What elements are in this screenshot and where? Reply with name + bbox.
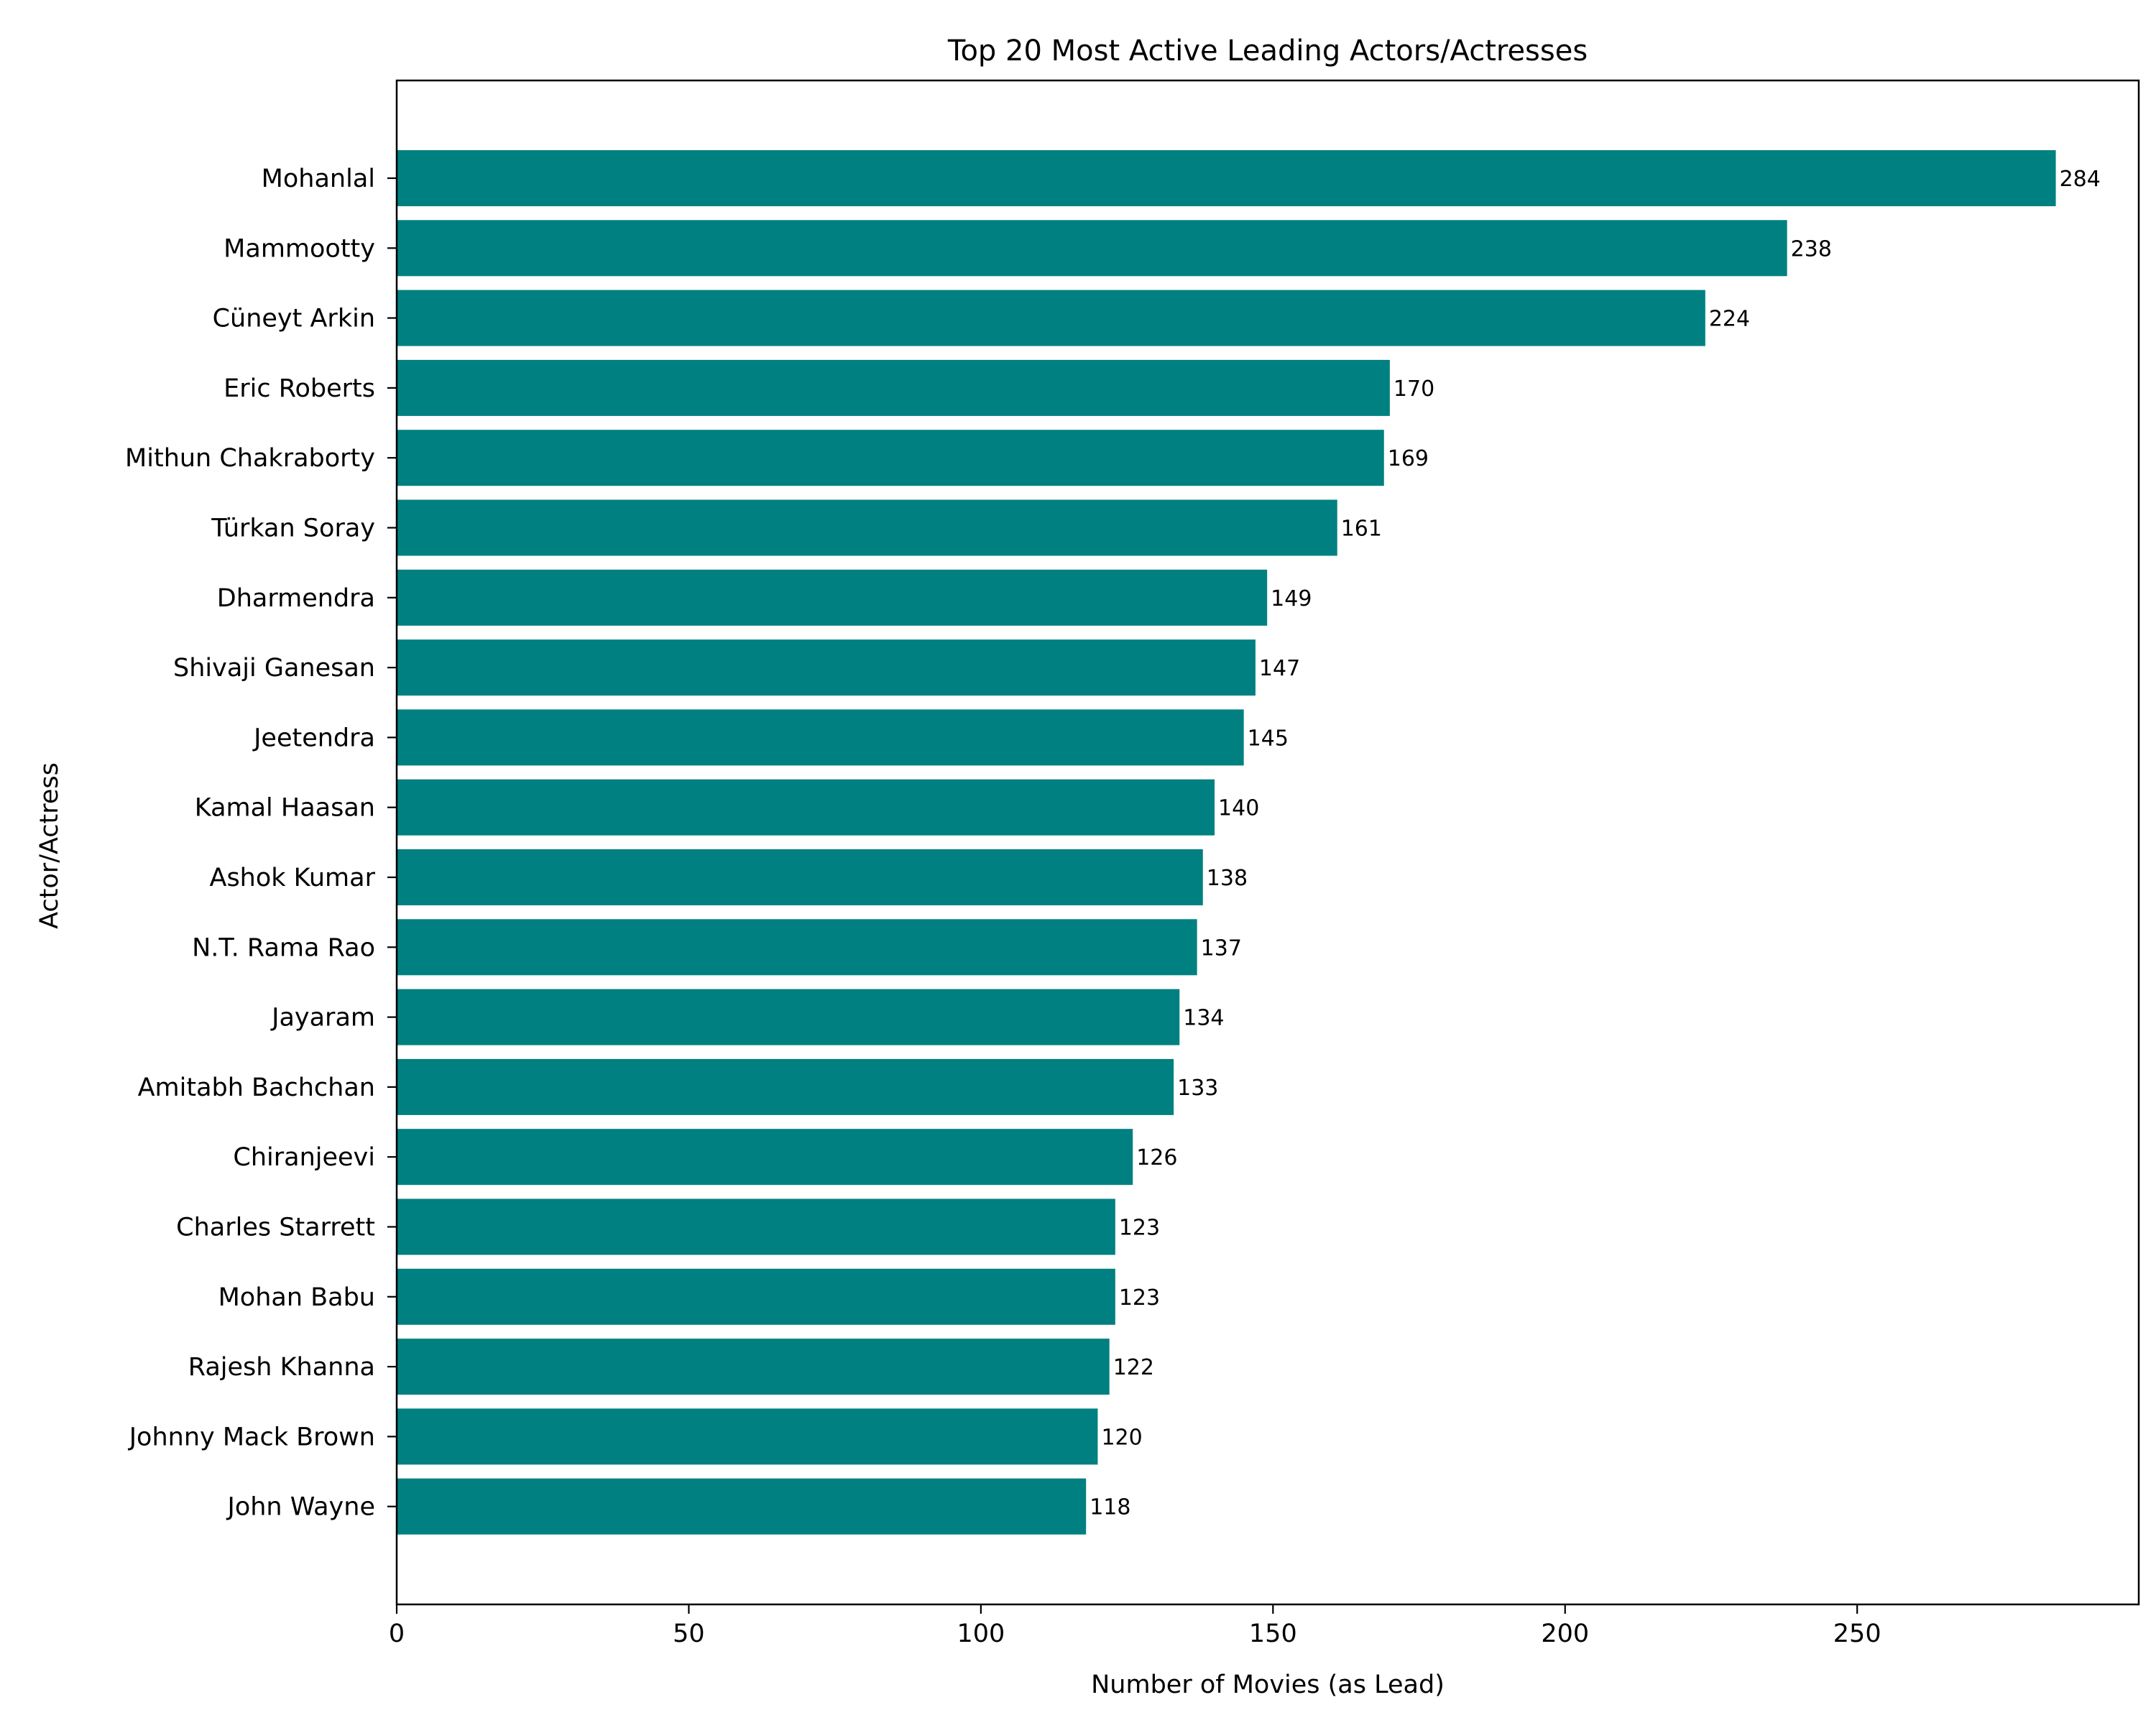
- bar: [397, 430, 1384, 486]
- y-tick-label: N.T. Rama Rao: [192, 933, 375, 962]
- data-label: 133: [1177, 1076, 1218, 1101]
- bar: [397, 1058, 1174, 1115]
- y-tick-label: Cüneyt Arkin: [213, 305, 375, 333]
- y-tick-label: Jayaram: [270, 1004, 375, 1032]
- x-tick-label: 50: [673, 1620, 705, 1648]
- y-tick-label: Jeetendra: [252, 724, 375, 752]
- data-label: 123: [1119, 1285, 1160, 1311]
- x-tick-label: 250: [1833, 1620, 1881, 1648]
- plot-area: 0 50 100 150 200 250 Mohanlal 284 Mammootty 238 Cü…: [125, 150, 2101, 1648]
- chart-title: Top 20 Most Active Leading Actors/Actres…: [947, 34, 1588, 68]
- bar: [397, 359, 1390, 416]
- data-label: 149: [1271, 586, 1312, 611]
- bar: [397, 709, 1244, 766]
- data-label: 224: [1709, 307, 1750, 332]
- bar: [397, 1198, 1115, 1255]
- y-tick-label: Mammootty: [224, 234, 375, 263]
- y-tick-label: Amitabh Bachchan: [138, 1073, 375, 1102]
- bar: [397, 849, 1203, 905]
- y-tick-label: Eric Roberts: [224, 374, 375, 403]
- bar: [397, 499, 1337, 556]
- bar: [397, 290, 1705, 346]
- y-tick-label: Mithun Chakraborty: [125, 444, 375, 473]
- data-label: 145: [1248, 726, 1289, 751]
- bar: [397, 1478, 1087, 1535]
- bar: [397, 989, 1180, 1045]
- bar: [397, 639, 1256, 696]
- data-label: 118: [1089, 1495, 1130, 1520]
- data-label: 123: [1119, 1216, 1160, 1241]
- y-tick-label: Mohan Babu: [218, 1283, 375, 1312]
- bar: [397, 919, 1197, 976]
- y-tick-label: Charles Starrett: [176, 1214, 375, 1242]
- bar: [397, 220, 1787, 277]
- data-label: 170: [1393, 376, 1434, 402]
- y-tick-label: Türkan Soray: [211, 514, 375, 543]
- data-label: 122: [1113, 1355, 1154, 1380]
- bar: [397, 1129, 1133, 1186]
- bar: [397, 779, 1215, 836]
- x-tick-label: 150: [1249, 1620, 1297, 1648]
- x-axis-label: Number of Movies (as Lead): [1091, 1671, 1445, 1699]
- data-label: 147: [1259, 656, 1300, 681]
- data-label: 134: [1183, 1006, 1224, 1031]
- bar: [397, 1339, 1110, 1395]
- y-tick-label: Johnny Mack Brown: [128, 1423, 375, 1451]
- y-tick-label: Mohanlal: [262, 165, 375, 193]
- y-tick-label: John Wayne: [226, 1493, 375, 1522]
- x-tick-label: 0: [389, 1620, 405, 1648]
- data-label: 126: [1136, 1145, 1177, 1170]
- data-label: 120: [1101, 1425, 1142, 1450]
- y-tick-label: Chiranjeevi: [233, 1143, 375, 1172]
- y-axis-label: Actor/Actress: [35, 762, 64, 929]
- data-label: 140: [1218, 796, 1259, 821]
- data-label: 238: [1791, 236, 1832, 262]
- data-label: 138: [1207, 866, 1248, 891]
- y-tick-label: Kamal Haasan: [195, 794, 375, 823]
- y-tick-label: Ashok Kumar: [210, 864, 376, 892]
- axes-frame: [395, 79, 2140, 1606]
- bar: [397, 569, 1268, 626]
- bar: [397, 1408, 1098, 1465]
- y-tick-label: Shivaji Ganesan: [173, 654, 375, 683]
- y-tick-label: Rajesh Khanna: [188, 1353, 375, 1382]
- x-tick-label: 200: [1541, 1620, 1589, 1648]
- data-label: 169: [1388, 446, 1429, 471]
- data-label: 284: [2060, 167, 2101, 192]
- y-tick-label: Dharmendra: [217, 584, 375, 613]
- bar: [397, 1268, 1115, 1325]
- x-tick-label: 100: [957, 1620, 1005, 1648]
- bar: [397, 150, 2056, 206]
- data-label: 161: [1341, 517, 1382, 542]
- data-label: 137: [1201, 935, 1242, 961]
